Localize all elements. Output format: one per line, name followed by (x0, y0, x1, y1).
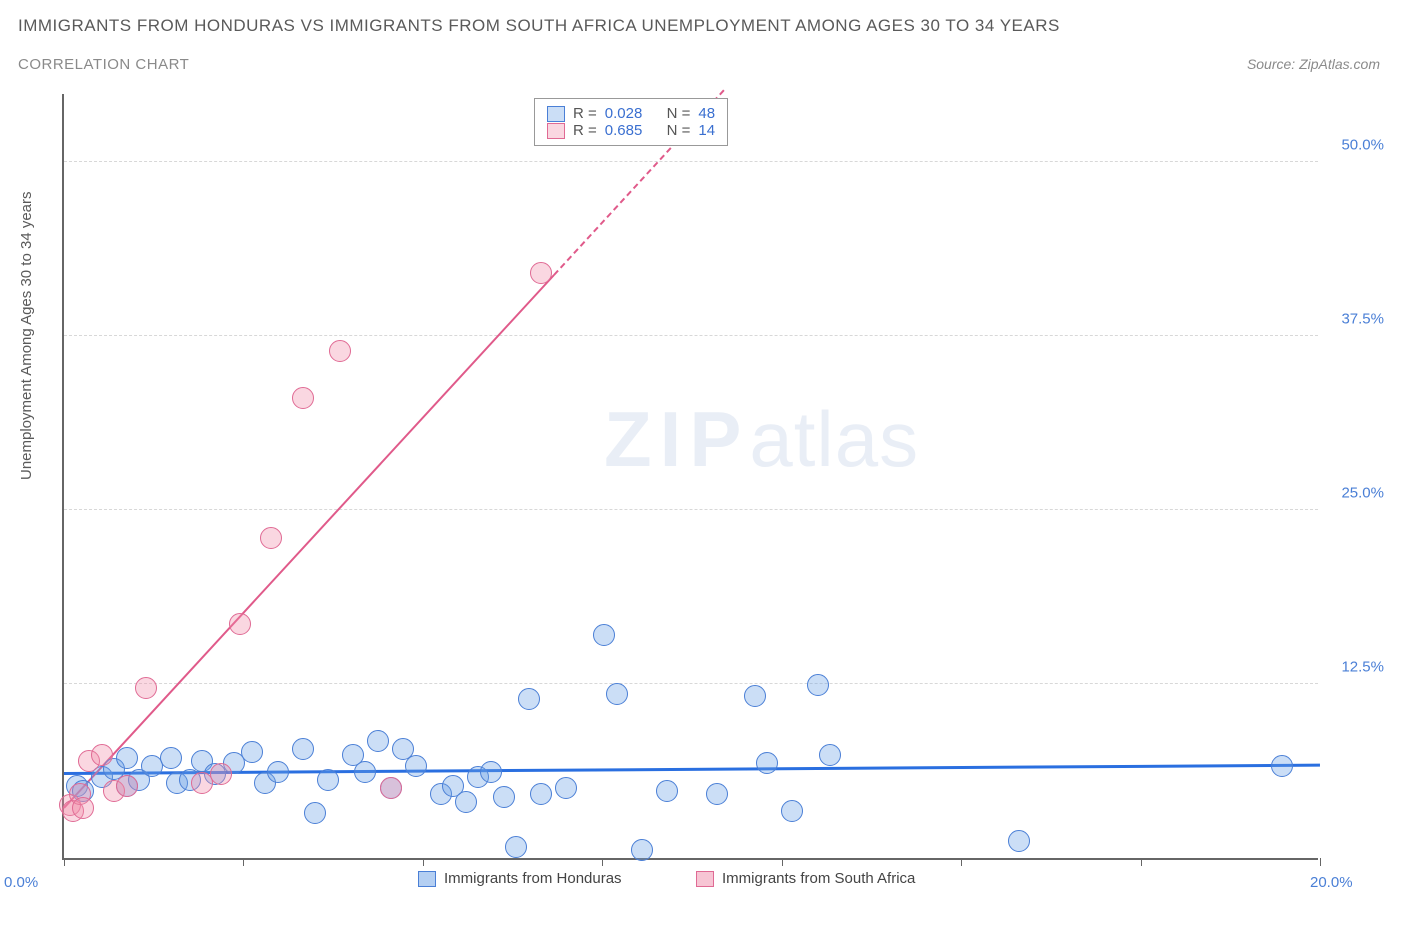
data-point (116, 775, 138, 797)
stat-label: N = (667, 105, 691, 122)
watermark-rest: atlas (749, 395, 919, 483)
x-tick (602, 858, 603, 866)
data-point (493, 786, 515, 808)
chart-subtitle: CORRELATION CHART (18, 56, 189, 73)
data-point (744, 685, 766, 707)
stat-value: 48 (698, 105, 715, 122)
data-point (1008, 830, 1030, 852)
y-tick-label: 25.0% (1341, 484, 1384, 501)
data-point (555, 777, 577, 799)
x-tick (243, 858, 244, 866)
legend-swatch (547, 106, 565, 122)
x-tick-label: 20.0% (1310, 874, 1353, 891)
data-point (304, 802, 326, 824)
data-point (455, 791, 477, 813)
legend-label: Immigrants from South Africa (722, 870, 915, 887)
data-point (781, 800, 803, 822)
stat-label: R = (573, 122, 597, 139)
legend-item: Immigrants from South Africa (696, 870, 915, 887)
data-point (656, 780, 678, 802)
x-tick-label: 0.0% (4, 874, 38, 891)
data-point (241, 741, 263, 763)
gridline (64, 509, 1318, 510)
stats-row: R = 0.028 N = 48 (547, 105, 715, 122)
data-point (210, 763, 232, 785)
y-tick-label: 12.5% (1341, 658, 1384, 675)
stat-value: 0.028 (605, 105, 643, 122)
data-point (260, 527, 282, 549)
data-point (606, 683, 628, 705)
data-point (229, 613, 251, 635)
data-point (292, 387, 314, 409)
data-point (72, 797, 94, 819)
data-point (518, 688, 540, 710)
x-tick (423, 858, 424, 866)
stats-box: R = 0.028 N = 48 R = 0.685 N = 14 (534, 98, 728, 146)
data-point (135, 677, 157, 699)
data-point (405, 755, 427, 777)
trend-line (64, 764, 1320, 775)
y-tick-label: 37.5% (1341, 310, 1384, 327)
data-point (354, 761, 376, 783)
data-point (593, 624, 615, 646)
y-axis-label: Unemployment Among Ages 30 to 34 years (18, 191, 35, 480)
data-point (160, 747, 182, 769)
legend-swatch (696, 871, 714, 887)
legend-label: Immigrants from Honduras (444, 870, 622, 887)
data-point (317, 769, 339, 791)
x-tick (64, 858, 65, 866)
legend-item: Immigrants from Honduras (418, 870, 622, 887)
gridline (64, 683, 1318, 684)
data-point (706, 783, 728, 805)
x-tick (1141, 858, 1142, 866)
data-point (807, 674, 829, 696)
data-point (329, 340, 351, 362)
watermark-bold: ZIP (604, 395, 749, 483)
data-point (530, 783, 552, 805)
data-point (631, 839, 653, 861)
data-point (267, 761, 289, 783)
stat-value: 0.685 (605, 122, 643, 139)
y-tick-label: 50.0% (1341, 136, 1384, 153)
x-tick (961, 858, 962, 866)
legend-swatch (547, 123, 565, 139)
stat-label: R = (573, 105, 597, 122)
data-point (292, 738, 314, 760)
trend-line (63, 275, 554, 809)
legend-swatch (418, 871, 436, 887)
stat-label: N = (667, 122, 691, 139)
stat-value: 14 (698, 122, 715, 139)
plot-area: ZIPatlas 12.5%25.0%37.5%50.0%R =0.028 N … (62, 94, 1318, 860)
chart-title: IMMIGRANTS FROM HONDURAS VS IMMIGRANTS F… (18, 16, 1060, 36)
watermark: ZIPatlas (604, 394, 919, 485)
data-point (756, 752, 778, 774)
data-point (505, 836, 527, 858)
stats-row: R = 0.685 N = 14 (547, 122, 715, 139)
data-point (819, 744, 841, 766)
x-tick (1320, 858, 1321, 866)
data-point (530, 262, 552, 284)
x-tick (782, 858, 783, 866)
gridline (64, 161, 1318, 162)
gridline (64, 335, 1318, 336)
data-point (380, 777, 402, 799)
data-point (367, 730, 389, 752)
data-point (91, 744, 113, 766)
data-point (480, 761, 502, 783)
data-point (1271, 755, 1293, 777)
source-attribution: Source: ZipAtlas.com (1247, 56, 1380, 72)
data-point (116, 747, 138, 769)
